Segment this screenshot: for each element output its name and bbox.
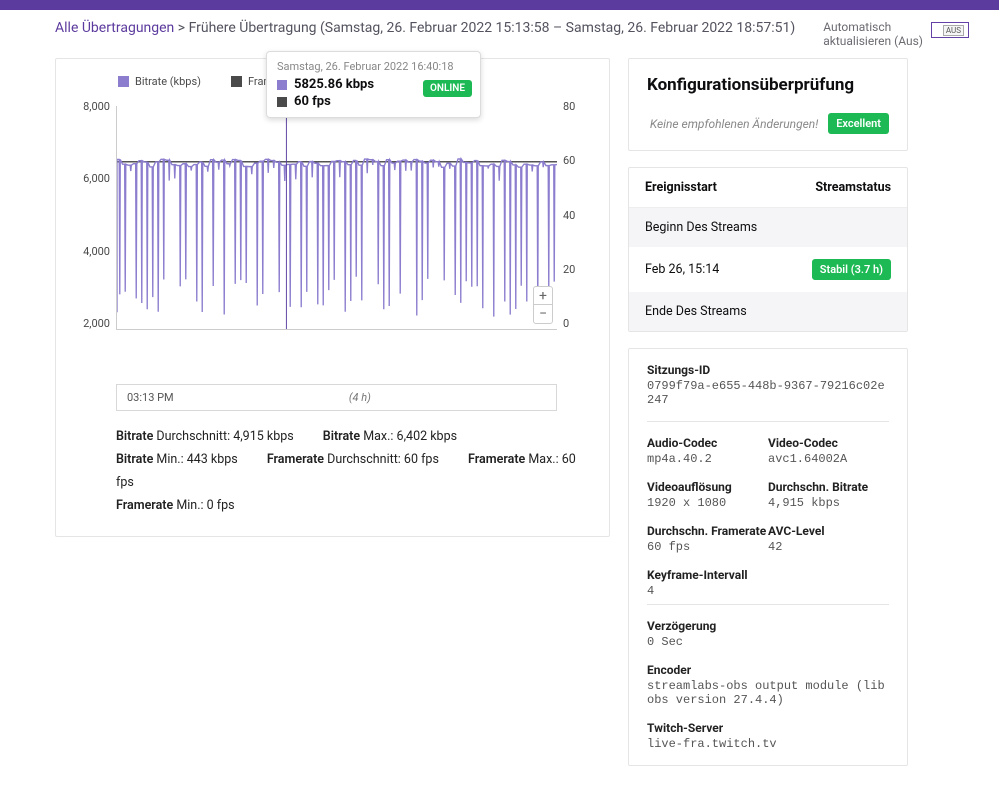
video-codec-value: avc1.64002A	[768, 452, 889, 466]
config-check-title: Konfigurationsüberprüfung	[647, 75, 889, 95]
avc-level-label: AVC-Level	[768, 524, 889, 538]
resolution-label: Videoauflösung	[647, 480, 768, 494]
event-row-label: Feb 26, 15:14	[645, 262, 719, 277]
chart-panel: Bitrate (kbps) Framerate (fps) Samstag, …	[55, 58, 610, 537]
y-axis-right: 806040200	[563, 100, 591, 330]
chart-area: 8,0006,0004,0002,000 806040200 + −	[68, 100, 591, 370]
video-codec-label: Video-Codec	[768, 436, 889, 450]
latency-label: Verzögerung	[647, 619, 889, 633]
zoom-in-button[interactable]: +	[534, 287, 552, 305]
event-row: Feb 26, 15:14 Stabil (3.7 h)	[629, 247, 907, 292]
resolution-value: 1920 x 1080	[647, 496, 768, 510]
tooltip-fps-value: 60 fps	[294, 94, 331, 109]
header-row: Alle Übertragungen > Frühere Übertragung…	[0, 10, 999, 58]
avg-bitrate-label: Durchschn. Bitrate	[768, 480, 889, 494]
event-row-badge: Stabil (3.7 h)	[812, 259, 891, 280]
y-axis-left: 8,0006,0004,0002,000	[68, 100, 110, 330]
avc-level-value: 42	[768, 540, 889, 554]
time-slider[interactable]: 03:13 PM (4 h)	[116, 384, 557, 411]
tooltip-status-badge: ONLINE	[423, 80, 472, 97]
header-bar	[0, 0, 999, 10]
avg-bitrate-value: 4,915 kbps	[768, 496, 889, 510]
chart-plot[interactable]	[116, 106, 557, 330]
tooltip-fps-swatch	[277, 97, 287, 107]
breadcrumb-current: Frühere Übertragung (Samstag, 26. Februa…	[189, 20, 796, 36]
details-panel: Sitzungs-ID 0799f79a-e655-448b-9367-7921…	[628, 348, 908, 766]
session-id-value: 0799f79a-e655-448b-9367-79216c02e247	[647, 379, 889, 407]
audio-codec-value: mp4a.40.2	[647, 452, 768, 466]
events-panel: Ereignisstart Streamstatus Beginn Des St…	[628, 167, 908, 332]
events-head-left: Ereignisstart	[645, 180, 717, 195]
breadcrumb: Alle Übertragungen > Frühere Übertragung…	[55, 20, 815, 36]
encoder-label: Encoder	[647, 663, 889, 677]
time-slider-duration: (4 h)	[349, 391, 371, 404]
session-id-label: Sitzungs-ID	[647, 363, 889, 377]
config-check-badge: Excellent	[828, 113, 889, 134]
event-row-label: Beginn Des Streams	[645, 220, 757, 235]
event-row: Beginn Des Streams	[629, 208, 907, 247]
legend-bitrate[interactable]: Bitrate (kbps)	[118, 75, 201, 88]
tooltip-bitrate-value: 5825.86 kbps	[294, 77, 374, 92]
chart-stats: Bitrate Durchschnitt: 4,915 kbps Bitrate…	[116, 425, 591, 518]
avg-framerate-value: 60 fps	[647, 540, 768, 554]
legend-fps-swatch	[231, 76, 242, 87]
tooltip-bitrate-swatch	[277, 80, 287, 90]
event-row: Ende Des Streams	[629, 292, 907, 331]
breadcrumb-sep: >	[178, 20, 185, 36]
event-row-label: Ende Des Streams	[645, 304, 747, 319]
latency-value: 0 Sec	[647, 635, 889, 649]
audio-codec-label: Audio-Codec	[647, 436, 768, 450]
auto-refresh-toggle[interactable]: AUS	[931, 22, 969, 38]
breadcrumb-root-link[interactable]: Alle Übertragungen	[55, 20, 174, 36]
legend-bitrate-swatch	[118, 76, 129, 87]
config-check-panel: Konfigurationsüberprüfung Keine empfohle…	[628, 58, 908, 151]
zoom-out-button[interactable]: −	[534, 305, 552, 323]
legend-bitrate-label: Bitrate (kbps)	[135, 75, 201, 88]
server-value: live-fra.twitch.tv	[647, 737, 889, 751]
encoder-value: streamlabs-obs output module (libobs ver…	[647, 679, 889, 707]
keyframe-label: Keyframe-Intervall	[647, 568, 768, 582]
zoom-controls: + −	[533, 286, 553, 324]
time-slider-start: 03:13 PM	[127, 391, 174, 404]
chart-tooltip: Samstag, 26. Februar 2022 16:40:18 5825.…	[266, 51, 481, 118]
auto-refresh-label: Automatisch aktualisieren (Aus)	[823, 20, 923, 48]
keyframe-value: 4	[647, 584, 768, 598]
auto-refresh-toggle-label: AUS	[943, 25, 964, 36]
tooltip-date: Samstag, 26. Februar 2022 16:40:18	[277, 60, 470, 73]
config-check-message: Keine empfohlenen Änderungen!	[650, 117, 818, 131]
server-label: Twitch-Server	[647, 721, 889, 735]
events-head-right: Streamstatus	[815, 180, 891, 195]
avg-framerate-label: Durchschn. Framerate	[647, 524, 768, 538]
